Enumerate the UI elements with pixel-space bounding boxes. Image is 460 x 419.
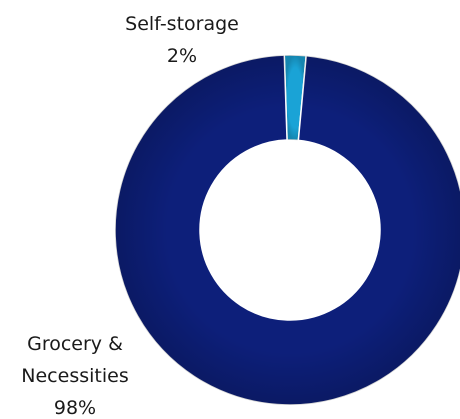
donut-slice-shade-0 xyxy=(284,55,307,141)
label-self-storage-name: Self-storage xyxy=(125,13,239,35)
label-self-storage-value: 2% xyxy=(167,45,197,67)
label-grocery-name-line2: Necessities xyxy=(21,365,128,387)
label-grocery-name-line1: Grocery & xyxy=(27,333,123,355)
donut-slice-shade-1 xyxy=(115,55,460,405)
donut-hole xyxy=(200,140,380,320)
label-grocery-value: 98% xyxy=(54,397,96,419)
donut-slices xyxy=(114,54,460,406)
